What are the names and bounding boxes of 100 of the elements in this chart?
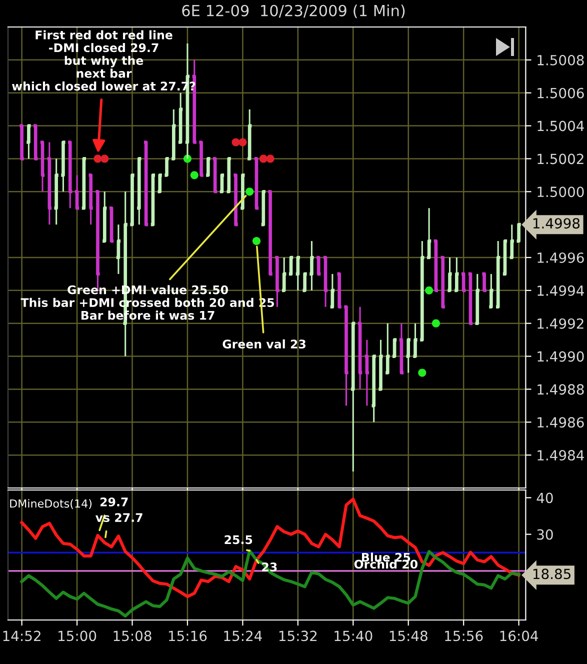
point bbox=[190, 171, 198, 180]
point bbox=[259, 154, 268, 163]
candlestick bbox=[494, 240, 502, 309]
y-tick-label: 1.4996 bbox=[538, 252, 584, 263]
x-tick-label: 15:00 bbox=[58, 630, 96, 642]
candlestick bbox=[480, 272, 488, 292]
y-tick-label: 1.4984 bbox=[538, 450, 584, 461]
x-tick-label: 15:08 bbox=[114, 630, 152, 642]
candlestick bbox=[163, 157, 170, 177]
candlestick bbox=[211, 157, 219, 194]
y-tick-label: 1.5006 bbox=[538, 88, 584, 98]
candlestick bbox=[204, 157, 212, 177]
candlestick bbox=[308, 240, 316, 292]
candlestick bbox=[432, 239, 440, 292]
candlestick bbox=[108, 206, 116, 243]
candlestick bbox=[452, 256, 460, 292]
candlestick bbox=[24, 124, 32, 160]
point bbox=[432, 319, 440, 328]
x-tick-label: 15:40 bbox=[334, 630, 372, 642]
annotation: Green val 23 bbox=[222, 339, 306, 349]
x-tick-label: 16:04 bbox=[500, 630, 538, 642]
annotation: 18.85 bbox=[533, 568, 570, 580]
candlestick bbox=[487, 273, 495, 309]
candlestick bbox=[439, 256, 447, 309]
candlestick bbox=[466, 272, 474, 326]
candlestick bbox=[508, 224, 516, 260]
x-tick-label: 15:16 bbox=[168, 630, 207, 642]
y-tick-label: 1.4988 bbox=[538, 384, 584, 395]
annotation: 29.7 bbox=[100, 497, 128, 506]
candlestick bbox=[398, 322, 406, 374]
candlestick bbox=[232, 174, 240, 226]
point bbox=[252, 236, 261, 246]
candlestick bbox=[87, 174, 95, 226]
candlestick bbox=[314, 256, 322, 276]
candlestick bbox=[156, 174, 164, 194]
y-tick-label: 1.4990 bbox=[538, 351, 584, 362]
point bbox=[100, 154, 109, 163]
candlestick bbox=[287, 256, 295, 276]
candlestick bbox=[225, 157, 233, 194]
candlestick bbox=[142, 140, 150, 226]
candlestick bbox=[363, 339, 371, 406]
candlestick bbox=[135, 157, 143, 226]
x-tick-label: 15:56 bbox=[445, 630, 483, 642]
candlestick bbox=[280, 256, 288, 292]
candlestick bbox=[336, 272, 344, 309]
candlestick bbox=[100, 190, 108, 243]
candlestick bbox=[18, 124, 26, 160]
candlestick bbox=[294, 256, 302, 292]
x-tick-label: 15:24 bbox=[224, 630, 262, 642]
candlestick bbox=[114, 224, 122, 275]
chart-title: 6E 12-09 10/23/2009 (1 Min) bbox=[182, 4, 405, 18]
y-tick-label: 1.4992 bbox=[538, 318, 584, 329]
candlestick bbox=[38, 140, 46, 192]
candlestick bbox=[322, 256, 330, 308]
point bbox=[94, 154, 102, 163]
candlestick bbox=[370, 354, 378, 423]
annotation: 1.4998 bbox=[533, 218, 580, 229]
candlestick bbox=[328, 273, 336, 309]
annotation: 25.5 bbox=[224, 535, 252, 544]
point bbox=[232, 138, 240, 146]
candlestick bbox=[377, 339, 384, 391]
point bbox=[425, 286, 434, 294]
candlestick bbox=[260, 190, 268, 226]
candlestick bbox=[52, 158, 60, 226]
candlestick bbox=[128, 174, 136, 226]
candlestick bbox=[246, 108, 254, 160]
y-tick-label: 1.4986 bbox=[538, 417, 584, 428]
candlestick bbox=[301, 272, 309, 292]
text: DMineDots(14) bbox=[10, 499, 92, 510]
y-tick-label: 30 bbox=[537, 529, 553, 540]
y-tick-label: 1.5004 bbox=[538, 120, 584, 132]
x-tick-label: 15:32 bbox=[279, 630, 317, 642]
candlestick bbox=[176, 92, 184, 144]
candlestick bbox=[474, 273, 482, 326]
candlestick bbox=[73, 174, 81, 210]
candlestick bbox=[501, 239, 509, 276]
candlestick bbox=[252, 157, 260, 210]
y-tick-label: 1.5000 bbox=[538, 186, 584, 198]
candlestick bbox=[342, 305, 350, 406]
candlestick bbox=[356, 306, 364, 390]
candlestick bbox=[46, 141, 54, 226]
candlestick bbox=[32, 124, 40, 160]
candlestick bbox=[66, 140, 74, 209]
y-tick-label: 1.5008 bbox=[538, 54, 584, 66]
candlestick bbox=[80, 157, 88, 210]
line-series bbox=[20, 549, 520, 618]
y-tick-label: 1.5002 bbox=[538, 154, 584, 164]
candlestick bbox=[349, 322, 357, 472]
candlestick bbox=[384, 322, 392, 374]
candlestick bbox=[198, 140, 206, 177]
x-tick-label: 14:52 bbox=[3, 630, 40, 642]
candlestick bbox=[266, 190, 274, 276]
candlestick bbox=[218, 174, 226, 194]
candlestick bbox=[238, 174, 246, 210]
candlestick bbox=[425, 207, 433, 260]
candlestick bbox=[149, 174, 157, 226]
candlestick bbox=[412, 322, 419, 358]
y-tick-label: 40 bbox=[536, 492, 553, 504]
candlestick bbox=[273, 256, 281, 308]
candlestick bbox=[446, 256, 454, 292]
